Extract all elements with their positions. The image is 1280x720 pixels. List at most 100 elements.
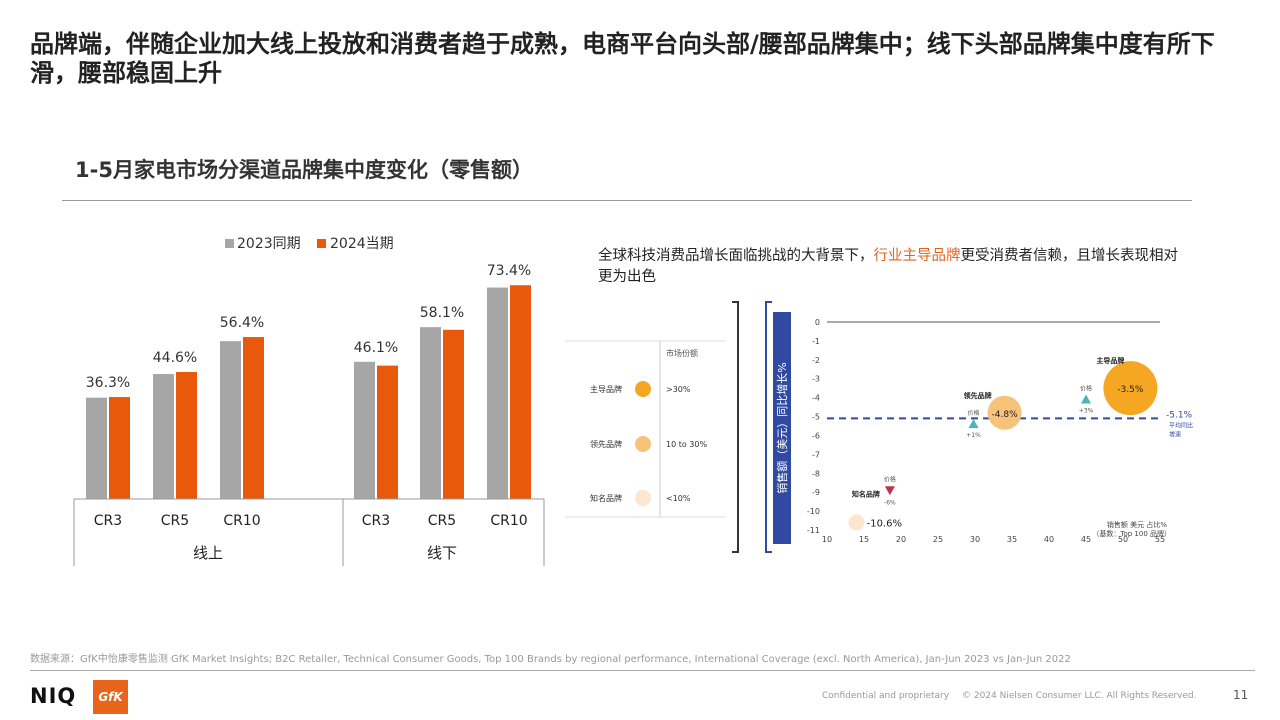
average-line-note-2: 增速	[1169, 430, 1181, 438]
y-tick-label: -5	[812, 413, 820, 422]
legend-swatch-2024	[317, 239, 326, 248]
bubble-name-known: 知名品牌	[851, 489, 880, 498]
headline: 全球科技消费品增长面临挑战的大背景下，行业主导品牌更受消费者信赖，且增长表现相对…	[598, 246, 1188, 288]
page-title: 品牌端，伴随企业加大线上投放和消费者趋于成熟，电商平台向头部/腰部品牌集中；线下…	[30, 30, 1215, 87]
legend-bubble-known	[635, 490, 651, 506]
price-change-leading: +1%	[966, 432, 981, 439]
bar-2023-1	[86, 397, 107, 499]
x-tick-label: 30	[970, 535, 980, 544]
category-label-5: CR5	[428, 513, 456, 529]
y-axis-title-band	[773, 312, 791, 544]
bubble-known	[848, 514, 865, 531]
y-tick-label: -11	[807, 526, 820, 535]
y-tick-label: -4	[812, 394, 820, 403]
headline-text-1: 全球科技消费品增长面临挑战的大背景下，	[598, 248, 874, 264]
category-label-6: CR10	[490, 513, 527, 529]
legend-name-known: 知名品牌	[590, 493, 622, 503]
bar-data-label-2: 44.6%	[153, 350, 197, 366]
bar-2024-6	[510, 285, 531, 499]
divider	[62, 200, 1192, 201]
y-tick-label: -7	[812, 450, 820, 459]
scatter-points: -3.5%主导品牌价格+3%-4.8%领先品牌价格+1%-10.6%知名品牌价格…	[848, 356, 1158, 531]
x-tick-label: 10	[822, 535, 832, 544]
confidential-note: Confidential and proprietary	[822, 691, 950, 701]
bubble-name-leading: 领先品牌	[964, 391, 992, 400]
price-marker-leading	[968, 419, 979, 429]
y-tick-label: -8	[812, 469, 820, 478]
bar-data-label-1: 36.3%	[86, 375, 130, 391]
y-tick-label: -10	[807, 507, 820, 516]
price-word-leading: 价格	[968, 409, 980, 417]
x-tick-label: 45	[1081, 535, 1091, 544]
bar-2024-2	[176, 372, 197, 499]
gfk-logo: GfK	[93, 680, 128, 714]
category-label-3: CR10	[223, 513, 260, 529]
bubble-label-dominant: -3.5%	[1117, 385, 1144, 395]
legend-label-2024: 2024当期	[330, 236, 394, 252]
price-change-known: -6%	[884, 499, 896, 506]
average-line-label: -5.1%	[1166, 410, 1193, 420]
bubble-name-dominant: 主导品牌	[1096, 356, 1124, 365]
legend-bubble-dominant	[635, 381, 651, 397]
price-marker-dominant	[1081, 394, 1091, 404]
legend-range-known: <10%	[666, 494, 691, 503]
bubble-legend: 市场份额 主导品牌 >30% 领先品牌 10 to 30% 知名品牌 <10%	[565, 340, 725, 518]
group-label-online: 线上	[193, 544, 223, 562]
bar-2023-3	[220, 341, 241, 499]
bar-2024-1	[109, 397, 130, 499]
x-tick-label: 15	[859, 535, 869, 544]
bar-legend: 2023同期 2024当期	[225, 236, 394, 252]
footer-divider	[30, 670, 1255, 671]
headline-highlight: 行业主导品牌	[873, 248, 961, 264]
y-tick-label: -6	[812, 431, 820, 440]
x-tick-label: 25	[933, 535, 943, 544]
x-tick-label: 40	[1044, 535, 1054, 544]
bar-data-label-3: 56.4%	[220, 315, 264, 331]
footnote-line2: （基数：Top 100 品牌）	[1092, 529, 1171, 538]
x-tick-label: 50	[1118, 535, 1128, 544]
price-change-dominant: +3%	[1079, 408, 1094, 415]
y-tick-label: -3	[812, 375, 820, 384]
price-word-dominant: 价格	[1080, 385, 1092, 393]
y-axis-title: 销售额（美元）同比增长%	[775, 362, 789, 493]
bubble-chart: 市场份额 主导品牌 >30% 领先品牌 10 to 30% 知名品牌 <10% …	[565, 301, 1193, 553]
x-tick-label: 35	[1007, 535, 1017, 544]
niq-logo: NIQ	[30, 684, 77, 708]
legend-name-leading: 领先品牌	[590, 439, 622, 449]
headline-text-2: 更受消费者信赖，且增长表现相对更为出色	[598, 248, 1178, 285]
footnote-line1: 销售额 美元 占比%	[1107, 520, 1167, 529]
category-label-2: CR5	[161, 513, 189, 529]
bubble-label-leading: -4.8%	[992, 410, 1019, 420]
bar-data-labels: 36.3% 44.6% 56.4% 46.1% 58.1% 73.4%	[86, 263, 531, 391]
y-tick-label: -9	[812, 488, 820, 497]
bar-data-label-6: 73.4%	[487, 263, 531, 279]
bar-2023-4	[354, 361, 375, 499]
bar-2023-6	[487, 287, 508, 499]
price-word-known: 价格	[884, 475, 896, 483]
bar-2023-5	[420, 327, 441, 499]
bar-data-label-4: 46.1%	[354, 340, 398, 356]
price-marker-known	[884, 486, 895, 496]
legend-name-dominant: 主导品牌	[590, 384, 622, 394]
y-tick-label: -1	[812, 337, 820, 346]
category-labels: CR3 CR5 CR10 CR3 CR5 CR10	[94, 513, 528, 529]
bracket-right	[732, 301, 739, 553]
bubble-label-known: -10.6%	[867, 518, 902, 529]
bar-2024-4	[377, 365, 398, 499]
legend-label-2023: 2023同期	[237, 236, 301, 252]
legend-range-leading: 10 to 30%	[666, 440, 707, 449]
group-label-offline: 线下	[427, 544, 457, 562]
bracket-left	[765, 301, 772, 553]
copyright: © 2024 Nielsen Consumer LLC. All Rights …	[962, 691, 1197, 701]
category-label-1: CR3	[94, 513, 122, 529]
bar-2023-2	[153, 374, 174, 499]
bar-chart: 2023同期 2024当期 36.3% 44.6% 56.4% 46.1% 58.1% 7…	[73, 236, 545, 566]
data-source: 数据来源：GfK中怡康零售监测 GfK Market Insights; B2C…	[30, 654, 1071, 665]
bar-data-label-5: 58.1%	[420, 305, 464, 321]
legend-header: 市场份额	[666, 348, 698, 358]
x-tick-label: 55	[1155, 535, 1165, 544]
bubble-leading	[987, 395, 1022, 430]
bars	[86, 285, 531, 499]
bar-2024-5	[443, 329, 464, 499]
